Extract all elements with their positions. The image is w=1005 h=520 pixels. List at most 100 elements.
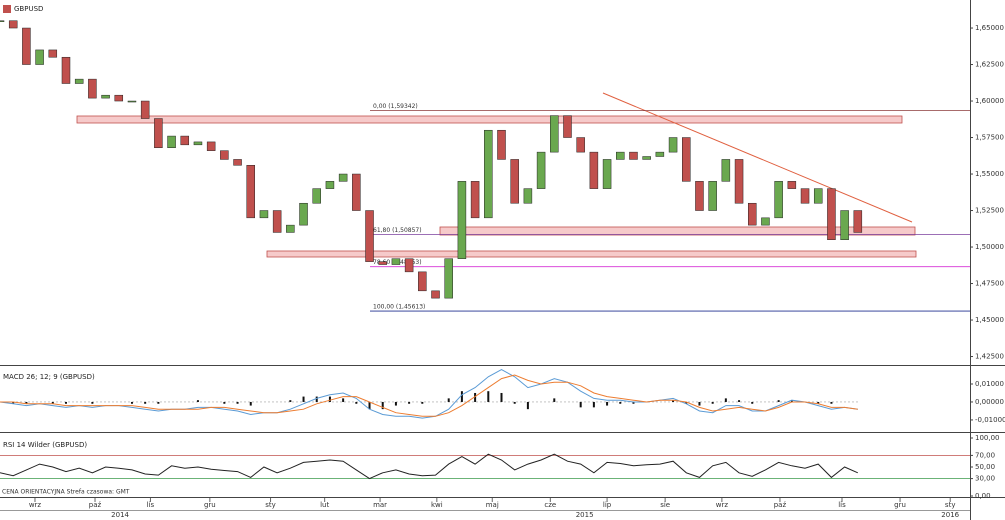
candle	[589, 151, 599, 189]
candle	[668, 137, 678, 153]
x-tick-label: lis	[838, 501, 846, 509]
candle	[193, 141, 203, 146]
panel-title[interactable]: MACD 26; 12; 9 (GBPUSD)	[3, 373, 95, 381]
level-label: 100,00 (1,45613)	[373, 304, 425, 311]
x-tick-label: wrz	[716, 501, 729, 509]
panel-title[interactable]: RSI 14 Wilder (GBPUSD)	[3, 441, 87, 449]
candle	[655, 151, 665, 157]
footer: CENA ORIENTACYJNA Strefa czasowa: GMT	[2, 489, 130, 496]
y-tick-label: 1,50000	[975, 243, 1004, 251]
candle	[787, 181, 797, 189]
zone	[76, 115, 903, 124]
candle	[206, 141, 216, 151]
y-tick-label: 1,60000	[975, 97, 1004, 105]
candle	[246, 165, 255, 219]
x-tick-label: mar	[373, 501, 387, 509]
candle	[378, 261, 387, 265]
candle	[365, 210, 374, 262]
x-tick-label: lip	[603, 501, 612, 509]
candle	[101, 94, 110, 99]
candle	[299, 202, 308, 226]
candle	[827, 188, 836, 240]
candle	[352, 173, 361, 211]
x-tick-label: cze	[544, 501, 556, 509]
candle	[0, 20, 5, 22]
candle	[550, 115, 559, 153]
candle	[484, 129, 493, 219]
x-tick-label: sty	[945, 501, 956, 509]
x-tick-label: kwi	[431, 501, 443, 509]
chart-title[interactable]: GBPUSD	[14, 5, 43, 13]
x-tick-label: wrz	[29, 501, 42, 509]
level-label: 61,80 (1,50857)	[373, 227, 422, 234]
candle	[708, 181, 717, 211]
y-tick-label: 0,00	[975, 492, 991, 500]
x-tick-label: gru	[894, 501, 906, 509]
y-tick-label: 1,45000	[975, 316, 1004, 324]
y-tick-label: -0,01000	[975, 416, 1005, 424]
x-tick-label: maj	[486, 501, 499, 509]
candle	[286, 224, 295, 233]
candle	[312, 188, 321, 204]
zone	[439, 226, 916, 236]
x-tick-label: lut	[320, 501, 329, 509]
candle	[497, 129, 506, 160]
candle	[510, 159, 519, 204]
candle	[431, 290, 440, 299]
candle	[114, 94, 124, 102]
y-tick-label: 1,57500	[975, 134, 1004, 142]
candle	[259, 210, 269, 219]
y-tick-label: 0,00000	[975, 398, 1004, 406]
zone	[266, 250, 917, 258]
y-tick-label: 30,00	[975, 475, 995, 483]
candle	[470, 181, 480, 219]
candle	[233, 159, 242, 166]
candle	[536, 151, 546, 189]
candle	[404, 258, 414, 273]
candle	[523, 188, 533, 204]
series-line	[0, 453, 859, 480]
y-tick-label: 1,47500	[975, 280, 1004, 288]
candle	[167, 135, 176, 149]
y-tick-label: 0,01000	[975, 380, 1004, 388]
candle	[576, 137, 585, 153]
candle	[774, 181, 783, 219]
x-tick-label: paź	[774, 501, 787, 509]
symbol-icon	[3, 5, 11, 13]
candle	[602, 159, 612, 189]
candle	[563, 115, 572, 138]
candle	[220, 150, 229, 160]
x-tick-label: sie	[660, 501, 670, 509]
candle	[22, 27, 31, 65]
candle	[853, 210, 863, 233]
candle	[180, 135, 190, 146]
y-tick-label: 100,00	[975, 434, 1000, 442]
candle	[48, 49, 58, 58]
year-label: 2016	[941, 511, 959, 519]
candle	[747, 202, 757, 226]
zones	[76, 115, 917, 258]
candle	[761, 217, 770, 226]
candle	[140, 100, 150, 119]
candle	[734, 159, 744, 204]
candle	[338, 173, 348, 182]
candle	[74, 78, 84, 84]
series-line	[0, 369, 858, 419]
candle	[127, 100, 137, 103]
year-label: 2014	[111, 511, 129, 519]
year-label: 2015	[576, 511, 594, 519]
candle	[35, 49, 44, 65]
candle	[391, 258, 401, 265]
candle	[88, 78, 97, 99]
candle	[418, 271, 427, 292]
x-tick-label: lis	[147, 501, 155, 509]
y-tick-label: 1,65000	[975, 24, 1004, 32]
candle	[457, 181, 467, 259]
candle	[325, 181, 335, 189]
candle	[444, 258, 453, 299]
y-tick-label: 1,52500	[975, 207, 1004, 215]
candle	[8, 20, 18, 29]
